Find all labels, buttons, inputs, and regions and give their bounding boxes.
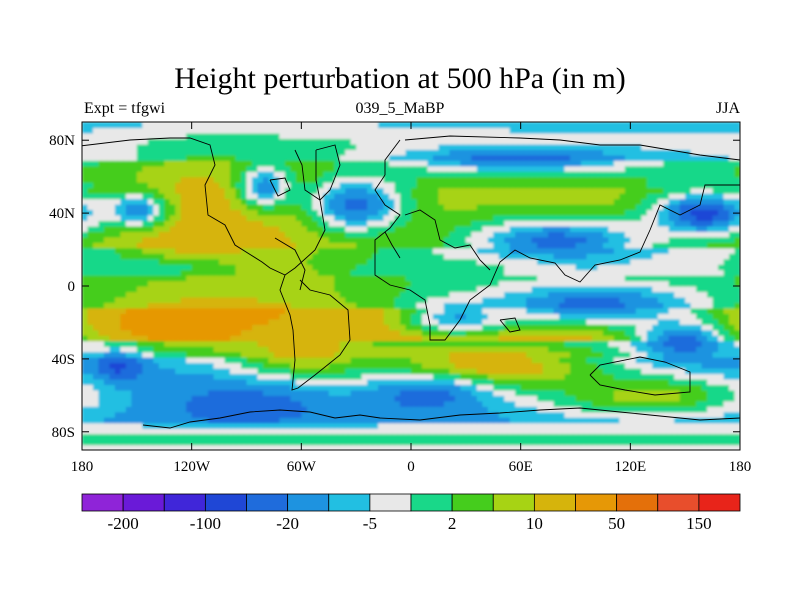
field-cells — [82, 122, 740, 450]
y-tick-label: 0 — [68, 279, 76, 295]
colorbar-swatch — [451, 493, 494, 512]
colorbar-swatch — [657, 493, 700, 512]
x-tick-label: 120W — [173, 459, 211, 475]
chart-title: Height perturbation at 500 hPa (in m) — [174, 62, 626, 95]
x-tick-label: 0 — [407, 459, 415, 475]
colorbar-swatch — [287, 493, 330, 512]
x-tick-label: 120E — [614, 459, 646, 475]
y-tick-label: 40N — [49, 206, 75, 222]
colorbar-swatch — [410, 493, 453, 512]
period-label: 039_5_MaBP — [355, 100, 445, 117]
season-label: JJA — [715, 100, 740, 117]
colorbar-swatch — [204, 493, 247, 512]
colorbar-label: 10 — [526, 514, 543, 533]
colorbar-label: 50 — [608, 514, 625, 533]
colorbar-swatch — [328, 493, 371, 512]
x-tick-label: 180 — [729, 459, 752, 475]
y-tick-label: 40S — [52, 352, 75, 368]
colorbar-swatch — [369, 493, 412, 512]
colorbar-label: -5 — [363, 514, 377, 533]
colorbar-swatch — [533, 493, 576, 512]
experiment-label: Expt = tfgwi — [84, 100, 166, 117]
colorbar-swatch — [575, 493, 618, 512]
colorbar-swatch — [698, 493, 741, 512]
colorbar-label: -100 — [190, 514, 221, 533]
y-tick-label: 80N — [49, 133, 75, 149]
colorbar-label: 2 — [448, 514, 457, 533]
colorbar-swatch — [122, 493, 165, 512]
colorbar-label: 150 — [686, 514, 712, 533]
colorbar-swatch — [246, 493, 289, 512]
x-tick-label: 60W — [287, 459, 317, 475]
colorbar-swatch — [616, 493, 659, 512]
y-tick-label: 80S — [52, 425, 75, 441]
colorbar-swatch — [81, 493, 124, 512]
colorbar-swatch — [163, 493, 206, 512]
colorbar-label: -200 — [108, 514, 139, 533]
x-tick-label: 60E — [509, 459, 533, 475]
coastline-overlay — [82, 135, 740, 429]
colorbar-label: -20 — [276, 514, 299, 533]
colorbar-swatch — [492, 493, 535, 512]
x-tick-label: 180 — [71, 459, 94, 475]
